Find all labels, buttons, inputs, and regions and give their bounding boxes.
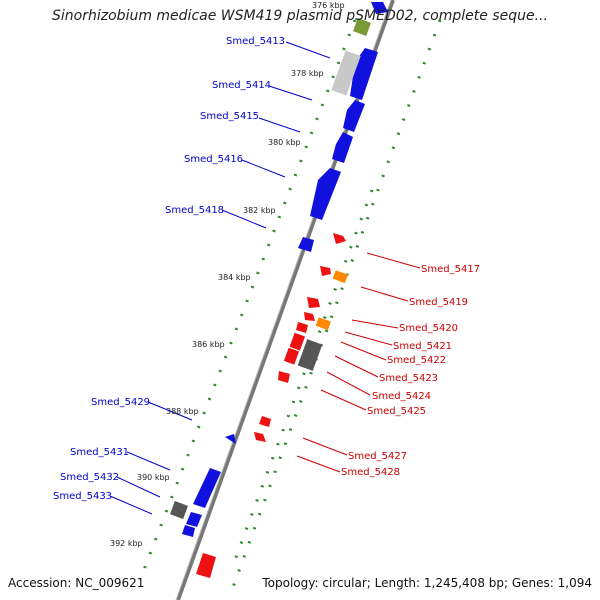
gene-label-smed-5428[interactable]: Smed_5428 xyxy=(341,467,400,478)
gene-label-smed-5422[interactable]: Smed_5422 xyxy=(387,355,446,366)
gene-label-smed-5433[interactable]: Smed_5433 xyxy=(53,491,112,502)
gene-smed-5421 xyxy=(304,312,315,321)
gene-smed-5422 xyxy=(296,322,308,333)
map-title: Sinorhizobium medicae WSM419 plasmid pSM… xyxy=(52,8,548,24)
gene-smed-5431 xyxy=(193,468,221,508)
genome-backbone-highlight xyxy=(175,0,392,600)
gene-smed-5416 xyxy=(332,132,353,163)
genome-backbone xyxy=(176,0,395,600)
forward-labels: Smed_5413 Smed_5414 Smed_5415 Smed_5416 … xyxy=(53,36,285,502)
tick-label: 376 kbp xyxy=(312,1,345,10)
gene-bottom-red xyxy=(196,553,216,578)
gene-label-smed-5421[interactable]: Smed_5421 xyxy=(393,341,452,352)
gene-small-fwd xyxy=(298,237,314,252)
gene-smed-5433 xyxy=(186,512,202,527)
gene-smed-5424 xyxy=(283,347,300,365)
gene-label-smed-5424[interactable]: Smed_5424 xyxy=(372,391,431,402)
reverse-genes xyxy=(196,233,348,578)
gene-label-smed-5425[interactable]: Smed_5425 xyxy=(367,406,426,417)
tick-label: 384 kbp xyxy=(218,273,251,282)
tick-label: 386 kbp xyxy=(192,340,225,349)
gene-smed-5432 xyxy=(170,501,188,519)
gene-smed-5417 xyxy=(333,233,346,244)
gene-label-smed-5431[interactable]: Smed_5431 xyxy=(70,447,129,458)
gene-smed-5419 xyxy=(332,270,348,284)
tick-label: 388 kbp xyxy=(166,407,199,416)
gene-label-smed-5417[interactable]: Smed_5417 xyxy=(421,264,480,275)
gene-label-smed-5423[interactable]: Smed_5423 xyxy=(379,373,438,384)
gene-label-smed-5416[interactable]: Smed_5416 xyxy=(184,154,243,165)
grey-feature xyxy=(331,50,361,96)
gene-small-fwd-2 xyxy=(182,525,195,537)
tick-label: 378 kbp xyxy=(291,69,324,78)
gene-label-smed-5414[interactable]: Smed_5414 xyxy=(212,80,271,91)
gene-smed-5418 xyxy=(310,168,341,220)
gene-label-smed-5418[interactable]: Smed_5418 xyxy=(165,205,224,216)
gene-label-smed-5419[interactable]: Smed_5419 xyxy=(409,297,468,308)
tick-labels: 376 kbp 378 kbp 380 kbp 382 kbp 384 kbp … xyxy=(110,1,345,548)
gene-label-smed-5427[interactable]: Smed_5427 xyxy=(348,451,407,462)
tick-label: 380 kbp xyxy=(268,138,301,147)
gene-smed-5420-a xyxy=(307,297,320,308)
summary-text: Topology: circular; Length: 1,245,408 bp… xyxy=(262,576,592,590)
gene-label-smed-5429[interactable]: Smed_5429 xyxy=(91,397,150,408)
gene-smed-5425 xyxy=(278,371,290,383)
tick-label: 392 kbp xyxy=(110,539,143,548)
label-lines xyxy=(109,41,421,515)
tick-label: 390 kbp xyxy=(137,473,170,482)
gene-label-smed-5420[interactable]: Smed_5420 xyxy=(399,323,458,334)
dot-track xyxy=(138,19,357,581)
gene-smed-5428 xyxy=(254,432,266,442)
gene-green-feature xyxy=(353,18,371,36)
gene-label-smed-5415[interactable]: Smed_5415 xyxy=(200,111,259,122)
gene-smed-5413 xyxy=(371,2,388,14)
gene-smed-5420 xyxy=(315,317,331,331)
gene-smed-5423 xyxy=(297,339,323,371)
gene-smed-5422-b xyxy=(289,332,306,351)
gene-smed-5429 xyxy=(225,434,236,444)
gene-smed-5419-a xyxy=(320,266,331,276)
accession-text: Accession: NC_009621 xyxy=(8,576,145,590)
gene-label-smed-5413[interactable]: Smed_5413 xyxy=(226,36,285,47)
tick-label: 382 kbp xyxy=(243,206,276,215)
reverse-labels: Smed_5417 Smed_5419 Smed_5420 Smed_5421 … xyxy=(341,264,480,478)
gene-smed-5427 xyxy=(259,416,271,427)
gene-label-smed-5432[interactable]: Smed_5432 xyxy=(60,472,119,483)
gene-smed-5415 xyxy=(343,100,365,132)
forward-genes xyxy=(170,2,388,537)
